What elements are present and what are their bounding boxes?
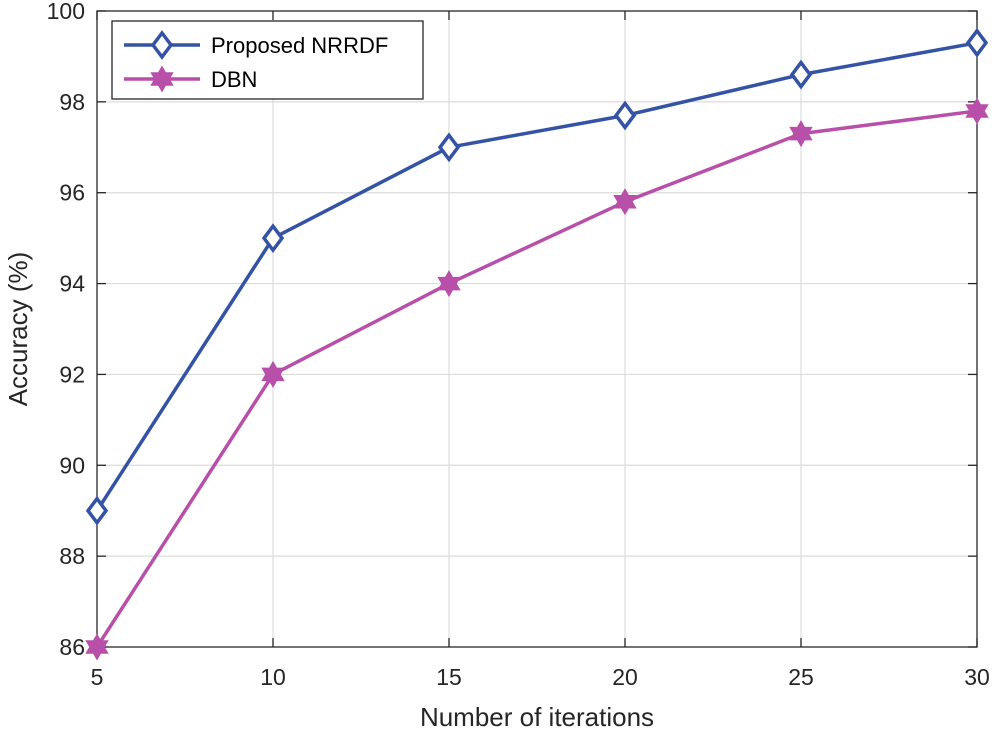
data-point-dbn [789,120,813,148]
legend-marker-dbn [150,65,174,93]
data-point-proposed-nrrdf [965,27,989,58]
data-point-dbn [261,360,285,388]
y-tick-label: 88 [59,543,85,569]
data-point-dbn [85,633,109,661]
x-tick-label: 30 [964,664,990,690]
data-point-proposed-nrrdf [85,495,109,526]
axis-ticks: 5 10 15 20 25 30 86 88 90 92 94 96 98 100 [47,0,990,690]
data-point-dbn [613,188,637,216]
legend-label-proposed-nrrdf: Proposed NRRDF [211,33,388,58]
legend-item-proposed-nrrdf: Proposed NRRDF [124,30,388,60]
x-tick-label: 5 [91,664,104,690]
y-axis-label: Accuracy (%) [3,252,33,407]
legend-label-dbn: DBN [211,67,257,92]
y-tick-label: 98 [59,89,85,115]
y-tick-label: 94 [59,271,85,297]
y-tick-label: 90 [59,452,85,478]
legend-marker-proposed-nrrdf [150,30,174,60]
series-group [85,27,989,661]
grid [97,11,977,647]
legend-marker-shape [150,65,174,93]
y-tick-label: 86 [59,634,85,660]
series-line-proposed-nrrdf [95,41,978,512]
legend-item-dbn: DBN [124,65,257,93]
x-tick-label: 10 [260,664,286,690]
legend-marker-shape [150,30,174,60]
data-point-proposed-nrrdf [789,59,813,90]
y-tick-label: 96 [59,180,85,206]
x-axis-label: Number of iterations [420,702,654,730]
x-tick-label: 20 [612,664,638,690]
legend: Proposed NRRDF DBN [111,20,424,100]
plot-frame [96,10,978,648]
series-line-dbn [95,109,978,648]
data-point-dbn [965,97,989,125]
data-point-proposed-nrrdf [437,132,461,163]
y-tick-label: 100 [47,0,85,24]
x-tick-label: 15 [436,664,462,690]
data-point-proposed-nrrdf [261,223,285,254]
data-point-proposed-nrrdf [613,100,637,131]
y-tick-label: 92 [59,361,85,387]
data-point-dbn [437,270,461,298]
x-tick-label: 25 [788,664,814,690]
